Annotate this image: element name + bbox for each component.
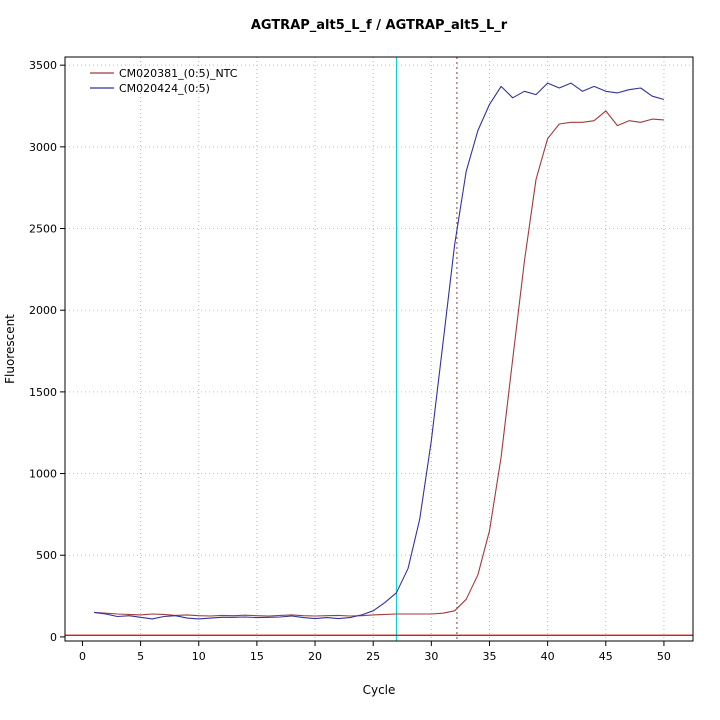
x-axis-tick-label: 0: [79, 650, 86, 663]
x-axis-label: Cycle: [363, 683, 396, 697]
series-line: [94, 110, 664, 617]
plot-border: [64, 56, 694, 642]
x-axis-tick-label: 35: [482, 650, 496, 663]
x-axis-tick-label: 15: [250, 650, 264, 663]
y-axis-tick-label: 2000: [29, 304, 57, 317]
chart-title: AGTRAP_alt5_L_f / AGTRAP_alt5_L_r: [251, 18, 508, 33]
y-axis-tick-label: 3500: [29, 59, 57, 72]
y-axis-label: Fluorescent: [3, 314, 17, 384]
legend-label: CM020424_(0:5): [119, 82, 210, 95]
x-axis-tick-label: 50: [657, 650, 671, 663]
x-axis-tick-label: 30: [424, 650, 438, 663]
legend-label: CM020381_(0:5)_NTC: [119, 67, 238, 80]
plot-area: 0 5 10 15 20 25 30 35 40 45 5005001000150020002500…: [29, 56, 694, 663]
y-axis-tick-label: 1000: [29, 468, 57, 481]
x-axis-tick-label: 45: [599, 650, 613, 663]
x-axis-tick-label: 5: [137, 650, 144, 663]
x-axis-tick-label: 20: [308, 650, 322, 663]
y-axis-tick-label: 2500: [29, 223, 57, 236]
y-axis-tick-label: 1500: [29, 386, 57, 399]
y-axis-tick-label: 3000: [29, 141, 57, 154]
series-line: [94, 82, 665, 620]
x-axis-tick-label: 25: [366, 650, 380, 663]
y-axis-tick-label: 0: [50, 631, 57, 644]
x-axis-tick-label: 10: [192, 650, 206, 663]
x-axis-tick-label: 40: [541, 650, 555, 663]
y-axis-tick-label: 500: [36, 549, 57, 562]
